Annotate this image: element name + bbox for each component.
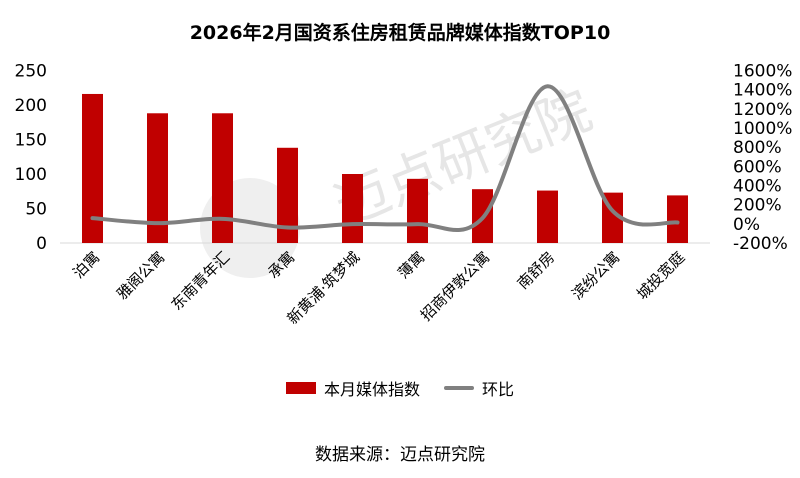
- bar: [212, 113, 233, 243]
- category-label: 薄寓: [394, 248, 428, 282]
- legend-bar-label: 本月媒体指数: [323, 380, 420, 399]
- left-tick-label: 100: [15, 165, 47, 185]
- left-tick-label: 50: [25, 200, 47, 220]
- bar: [667, 195, 688, 243]
- right-tick-label: 1200%: [733, 100, 792, 120]
- left-tick-label: 200: [15, 96, 47, 116]
- source-note: 数据来源：迈点研究院: [315, 445, 485, 465]
- category-label: 滨纷公寓: [568, 248, 623, 303]
- right-tick-label: 800%: [733, 138, 782, 158]
- left-tick-label: 150: [15, 131, 47, 151]
- legend: 本月媒体指数 环比: [0, 376, 800, 400]
- legend-line-label: 环比: [482, 380, 515, 399]
- watermark: 迈点研究院: [326, 78, 600, 238]
- right-tick-label: 400%: [733, 177, 782, 197]
- category-label: 东南青年汇: [168, 248, 234, 314]
- category-label: 城投宽庭: [633, 248, 688, 303]
- right-tick-label: 1000%: [733, 119, 792, 139]
- bar: [342, 174, 363, 243]
- chart-title: 2026年2月国资系住房租赁品牌媒体指数TOP10: [189, 22, 611, 44]
- right-tick-label: -200%: [733, 234, 788, 254]
- right-tick-label: 0%: [733, 215, 760, 235]
- category-label: 雅阁公寓: [113, 248, 168, 303]
- category-label: 招商伊敦公寓: [417, 248, 493, 324]
- right-tick-label: 600%: [733, 157, 782, 177]
- bar: [147, 113, 168, 243]
- right-tick-label: 1400%: [733, 81, 792, 101]
- bar: [537, 190, 558, 243]
- bar: [277, 147, 298, 243]
- bar: [407, 178, 428, 243]
- legend-line-swatch: [444, 386, 474, 390]
- category-label: 南舒房: [514, 248, 559, 293]
- left-tick-label: 250: [15, 62, 47, 82]
- right-tick-label: 200%: [733, 196, 782, 216]
- left-tick-label: 0: [36, 234, 47, 254]
- category-label: 泊寓: [69, 248, 103, 282]
- legend-bar-swatch: [285, 382, 316, 394]
- bar: [82, 93, 103, 244]
- right-tick-label: 1600%: [733, 62, 792, 82]
